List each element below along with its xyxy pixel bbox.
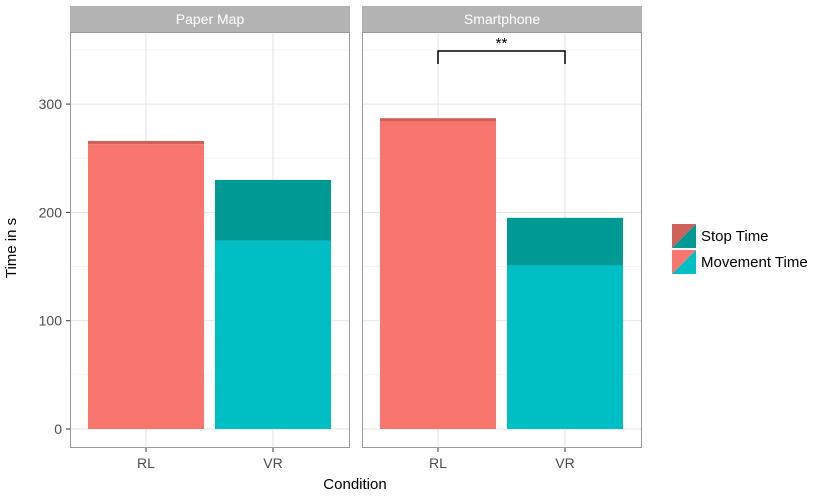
y-tick-label: 200 — [39, 204, 63, 220]
bar-movement-paper-map-vr — [215, 240, 331, 429]
bar-movement-paper-map-rl — [88, 144, 204, 429]
bar-stop-paper-map-rl — [88, 140, 204, 145]
y-tick-label: 300 — [39, 96, 63, 112]
bar-movement-smartphone-rl — [380, 121, 496, 429]
facet-title: Smartphone — [464, 11, 540, 27]
panel-border — [70, 32, 350, 448]
bar-movement-smartphone-vr — [507, 265, 623, 429]
legend-label: Stop Time — [701, 228, 769, 245]
facet-strip — [70, 6, 350, 32]
x-tick-label: RL — [429, 455, 447, 471]
facet-panel-0: Paper Map RL VR — [70, 6, 350, 471]
panel-border — [362, 32, 642, 448]
bar-stop-smartphone-vr — [507, 217, 623, 266]
bar-stop-smartphone-rl — [380, 118, 496, 122]
facet-strip — [362, 6, 642, 32]
x-tick-label: RL — [137, 455, 155, 471]
x-tick-label: VR — [263, 455, 282, 471]
y-tick-label: 100 — [39, 313, 63, 329]
facet-panel-1: Smartphone RL VR ** — [362, 6, 642, 471]
y-tick-label: 0 — [54, 421, 62, 437]
legend-key-movement-time-vr — [672, 250, 696, 274]
significance-bracket — [437, 50, 566, 64]
legend: Stop Time Movement Time — [672, 224, 808, 274]
legend-key-stop-time-vr — [672, 224, 696, 248]
significance-label: ** — [496, 35, 508, 52]
facet-title: Paper Map — [176, 11, 245, 27]
y-axis-label: Time in s — [3, 218, 20, 278]
legend-label: Movement Time — [701, 254, 808, 271]
x-tick-label: VR — [555, 455, 574, 471]
x-axis-label: Condition — [323, 476, 386, 493]
bar-stop-paper-map-vr — [215, 179, 331, 241]
